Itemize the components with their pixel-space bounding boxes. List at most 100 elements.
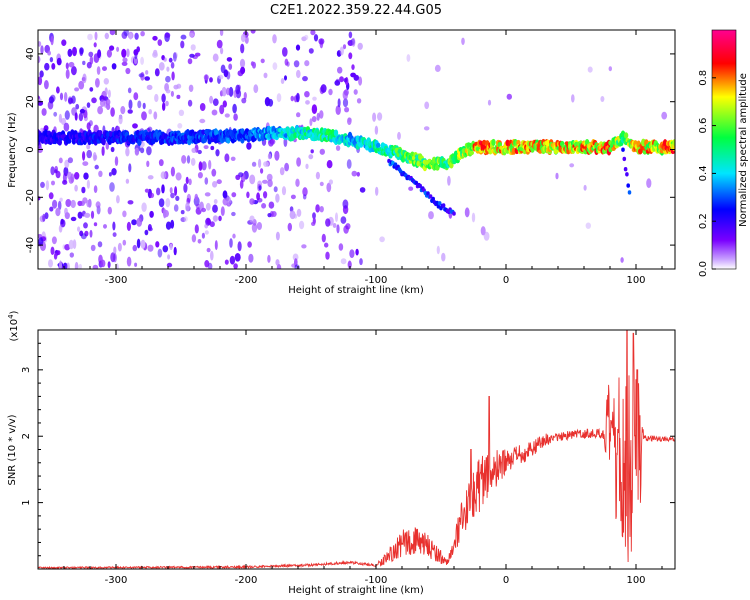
colorbar-frame bbox=[711, 29, 737, 270]
noise-speckle bbox=[167, 254, 171, 260]
noise-speckle bbox=[70, 199, 76, 209]
noise-speckle bbox=[86, 199, 91, 208]
noise-speckle bbox=[332, 223, 337, 228]
noise-speckle bbox=[296, 208, 302, 217]
noise-speckle bbox=[137, 100, 142, 109]
noise-speckle bbox=[94, 164, 99, 170]
noise-speckle bbox=[249, 174, 256, 185]
noise-speckle bbox=[191, 147, 197, 153]
noise-speckle bbox=[646, 178, 652, 189]
noise-speckle bbox=[340, 216, 347, 224]
noise-speckle bbox=[116, 126, 120, 131]
noise-speckle bbox=[112, 221, 116, 231]
noise-speckle bbox=[204, 230, 209, 235]
snr-y-tick-label: 3 bbox=[21, 367, 32, 373]
noise-speckle bbox=[168, 57, 173, 63]
noise-speckle bbox=[65, 62, 69, 70]
noise-speckle bbox=[555, 172, 559, 180]
noise-speckle bbox=[136, 217, 143, 227]
noise-speckle bbox=[275, 259, 280, 266]
noise-speckle bbox=[199, 103, 206, 111]
noise-speckle bbox=[261, 203, 267, 209]
snr-y-scale-label: (x104) bbox=[7, 310, 20, 341]
branch-cell bbox=[625, 172, 629, 177]
noise-speckle bbox=[241, 97, 247, 104]
noise-speckle bbox=[282, 47, 288, 57]
noise-speckle bbox=[95, 78, 100, 88]
noise-speckle bbox=[262, 179, 268, 184]
ridge-cell bbox=[160, 138, 165, 145]
branch-cell bbox=[418, 183, 423, 189]
noise-speckle bbox=[225, 87, 231, 96]
noise-speckle bbox=[436, 245, 440, 255]
snr-axes: -300 -200 -100 0 100 1 2 3 bbox=[21, 330, 675, 586]
noise-speckle bbox=[339, 46, 344, 56]
noise-speckle bbox=[146, 84, 153, 90]
noise-speckle bbox=[600, 96, 605, 102]
colorbar-tick-label: 0.0 bbox=[698, 261, 709, 277]
noise-speckle bbox=[153, 111, 158, 120]
noise-speckle bbox=[348, 31, 353, 39]
heatmap-x-tick-label: -200 bbox=[235, 275, 258, 286]
noise-speckle bbox=[140, 239, 146, 249]
ridge-cell bbox=[672, 139, 675, 146]
noise-speckle bbox=[157, 39, 163, 46]
noise-speckle bbox=[328, 179, 333, 185]
colorbar: 0.0 0.2 0.4 0.6 0.8 Normalized spectral ampl… bbox=[698, 29, 749, 277]
noise-speckle bbox=[132, 123, 138, 129]
noise-speckle bbox=[351, 37, 356, 47]
noise-speckle bbox=[313, 34, 319, 42]
colorbar-gradient bbox=[712, 30, 736, 269]
noise-speckle bbox=[219, 30, 224, 36]
noise-speckle bbox=[342, 90, 348, 100]
noise-speckle bbox=[201, 232, 205, 239]
heatmap-y-tick-label: 40 bbox=[25, 48, 36, 61]
noise-speckle bbox=[66, 262, 70, 269]
noise-speckle bbox=[91, 97, 97, 104]
noise-speckle bbox=[290, 194, 296, 200]
noise-speckle bbox=[78, 112, 84, 122]
noise-speckle bbox=[342, 199, 349, 209]
noise-speckle bbox=[284, 75, 287, 81]
noise-speckle bbox=[312, 212, 316, 220]
noise-speckle bbox=[209, 95, 214, 104]
noise-speckle bbox=[109, 182, 115, 192]
noise-speckle bbox=[122, 210, 127, 218]
heatmap-y-tick-label: 20 bbox=[25, 95, 36, 108]
noise-speckle bbox=[176, 94, 181, 99]
noise-speckle bbox=[173, 204, 179, 212]
noise-speckle bbox=[166, 66, 170, 72]
noise-speckle bbox=[181, 155, 187, 164]
noise-speckle bbox=[281, 186, 287, 196]
noise-speckle bbox=[56, 250, 61, 256]
noise-speckle bbox=[187, 58, 193, 65]
noise-speckle bbox=[226, 196, 232, 206]
noise-speckle bbox=[140, 56, 145, 65]
noise-speckle bbox=[90, 244, 96, 252]
noise-speckle bbox=[74, 261, 79, 269]
noise-speckle bbox=[183, 183, 188, 193]
noise-speckle bbox=[126, 221, 131, 231]
noise-speckle bbox=[156, 187, 161, 196]
noise-speckle bbox=[82, 73, 87, 84]
noise-speckle bbox=[276, 93, 282, 103]
noise-speckle bbox=[293, 60, 300, 68]
noise-speckle bbox=[310, 30, 316, 36]
noise-speckle bbox=[209, 77, 213, 83]
noise-speckle bbox=[228, 63, 233, 70]
noise-speckle bbox=[260, 168, 264, 174]
noise-speckle bbox=[569, 163, 575, 168]
noise-speckle bbox=[239, 58, 246, 68]
branch-cell bbox=[627, 190, 632, 195]
noise-speckle bbox=[117, 242, 122, 252]
noise-speckle bbox=[45, 180, 50, 191]
noise-speckle bbox=[305, 163, 309, 169]
noise-speckle bbox=[338, 243, 344, 251]
noise-speckle bbox=[212, 204, 218, 213]
noise-speckle bbox=[239, 179, 244, 189]
noise-speckle bbox=[48, 192, 54, 200]
noise-speckle bbox=[170, 90, 174, 97]
noise-speckle bbox=[212, 53, 219, 62]
snr-scale-base: (x10 bbox=[9, 319, 20, 342]
noise-speckle bbox=[308, 154, 314, 160]
